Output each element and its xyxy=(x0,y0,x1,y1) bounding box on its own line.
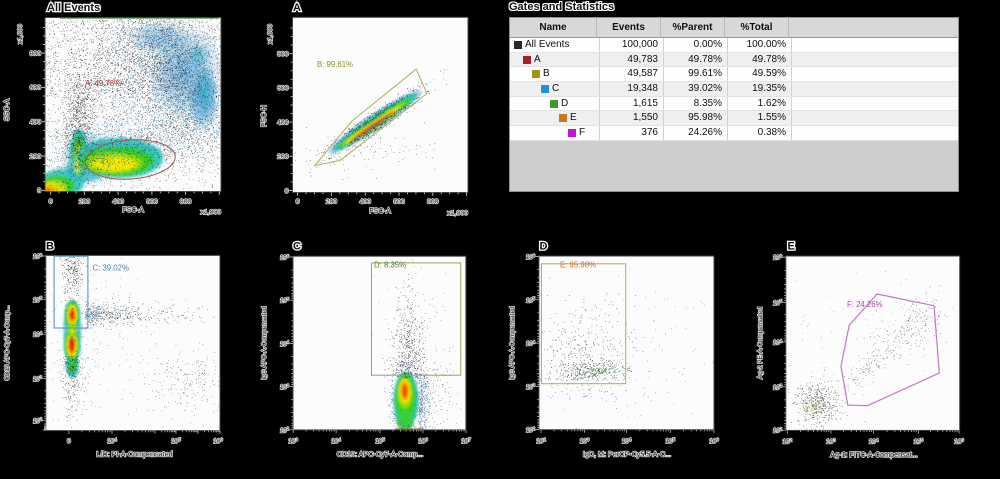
svg-text:106: 106 xyxy=(418,437,428,445)
svg-text:0: 0 xyxy=(296,199,300,206)
svg-text:0: 0 xyxy=(285,188,289,195)
svg-text:All Events: All Events xyxy=(47,2,100,14)
svg-text:105: 105 xyxy=(526,296,536,304)
svg-text:102: 102 xyxy=(526,426,536,434)
svg-text:400: 400 xyxy=(30,119,42,126)
svg-text:x1,000: x1,000 xyxy=(17,24,24,44)
svg-text:105: 105 xyxy=(33,296,43,304)
svg-text:C: 39.02%: C: 39.02% xyxy=(93,264,129,273)
svg-text:103: 103 xyxy=(773,383,783,391)
svg-text:104: 104 xyxy=(331,437,341,445)
svg-text:104: 104 xyxy=(107,437,117,445)
svg-text:104: 104 xyxy=(33,331,43,339)
svg-text:600: 600 xyxy=(277,85,289,92)
svg-text:105: 105 xyxy=(375,437,385,445)
svg-text:Ag-1: FITC-A-Compensat...: Ag-1: FITC-A-Compensat... xyxy=(830,450,917,459)
svg-text:106: 106 xyxy=(526,253,536,261)
svg-text:L/D: PI-A-Compensated: L/D: PI-A-Compensated xyxy=(96,450,172,459)
svg-text:0: 0 xyxy=(49,199,53,206)
svg-text:Ag-2 PE-A-Compensated: Ag-2 PE-A-Compensated xyxy=(757,307,764,380)
svg-text:FSC-A: FSC-A xyxy=(122,205,144,214)
svg-text:102: 102 xyxy=(280,426,290,434)
svg-text:600: 600 xyxy=(30,85,42,92)
svg-text:102: 102 xyxy=(773,427,783,435)
svg-text:103: 103 xyxy=(580,437,590,445)
svg-text:x1,000: x1,000 xyxy=(201,209,222,216)
svg-text:400: 400 xyxy=(277,119,289,126)
svg-text:B: 99.61%: B: 99.61% xyxy=(317,60,353,69)
svg-text:800: 800 xyxy=(277,51,289,58)
svg-text:800: 800 xyxy=(30,50,42,57)
svg-text:SSC-A: SSC-A xyxy=(2,99,11,121)
svg-text:105: 105 xyxy=(280,297,290,305)
svg-text:200: 200 xyxy=(277,154,289,161)
svg-text:400: 400 xyxy=(360,199,372,206)
svg-text:600: 600 xyxy=(393,199,405,206)
svg-text:x1,000: x1,000 xyxy=(267,24,274,44)
svg-text:104: 104 xyxy=(622,437,632,445)
svg-text:FSC-A: FSC-A xyxy=(369,206,391,215)
svg-text:106: 106 xyxy=(709,437,719,445)
svg-text:106: 106 xyxy=(33,252,43,260)
svg-text:E: E xyxy=(788,241,795,253)
svg-text:C: C xyxy=(293,241,301,253)
svg-text:104: 104 xyxy=(280,340,290,348)
svg-text:103: 103 xyxy=(280,383,290,391)
svg-text:B: B xyxy=(46,241,54,253)
svg-text:IgG APC-A-Compensated: IgG APC-A-Compensated xyxy=(509,306,516,380)
svg-text:105: 105 xyxy=(171,437,181,445)
svg-text:104: 104 xyxy=(773,338,783,346)
svg-text:104: 104 xyxy=(526,339,536,347)
svg-text:E: 95.98%: E: 95.98% xyxy=(560,260,596,269)
svg-text:CD19 APC-Cy7-A-Comp...: CD19 APC-Cy7-A-Comp... xyxy=(4,305,11,381)
svg-text:106: 106 xyxy=(773,253,783,261)
svg-text:F: 24.26%: F: 24.26% xyxy=(847,300,883,309)
svg-text:FSC-H: FSC-H xyxy=(259,105,268,127)
svg-text:106: 106 xyxy=(213,437,223,445)
svg-text:103: 103 xyxy=(526,383,536,391)
svg-text:200: 200 xyxy=(326,199,338,206)
svg-text:106: 106 xyxy=(280,253,290,261)
svg-text:103: 103 xyxy=(826,437,836,445)
svg-text:800: 800 xyxy=(427,199,439,206)
svg-text:200: 200 xyxy=(30,153,42,160)
svg-text:105: 105 xyxy=(773,299,783,307)
svg-text:102: 102 xyxy=(33,417,43,425)
svg-text:D: 8.35%: D: 8.35% xyxy=(374,261,406,270)
svg-text:0: 0 xyxy=(37,188,41,195)
svg-text:600: 600 xyxy=(146,199,158,206)
svg-text:x1,000: x1,000 xyxy=(447,210,468,217)
svg-text:104: 104 xyxy=(869,437,879,445)
svg-text:A: A xyxy=(293,2,301,14)
svg-text:107: 107 xyxy=(461,437,471,445)
svg-text:103: 103 xyxy=(288,437,298,445)
svg-text:105: 105 xyxy=(914,437,924,445)
svg-text:IgD, M: PerCP-Cy5.5-A-C...: IgD, M: PerCP-Cy5.5-A-C... xyxy=(583,450,671,459)
svg-text:105: 105 xyxy=(666,437,676,445)
svg-text:103: 103 xyxy=(33,375,43,383)
svg-text:200: 200 xyxy=(79,199,91,206)
svg-text:D: D xyxy=(540,241,548,253)
svg-text:102: 102 xyxy=(536,437,546,445)
svg-text:106: 106 xyxy=(954,437,964,445)
svg-text:400: 400 xyxy=(112,199,124,206)
svg-text:A: 49.78%: A: 49.78% xyxy=(85,79,121,88)
svg-text:102: 102 xyxy=(783,437,793,445)
svg-text:800: 800 xyxy=(180,199,192,206)
svg-text:0: 0 xyxy=(67,438,71,445)
svg-text:IgG APC-A-Compensated: IgG APC-A-Compensated xyxy=(261,306,268,380)
svg-text:CD19: APC-Cy7-A-Comp...: CD19: APC-Cy7-A-Comp... xyxy=(337,450,424,459)
